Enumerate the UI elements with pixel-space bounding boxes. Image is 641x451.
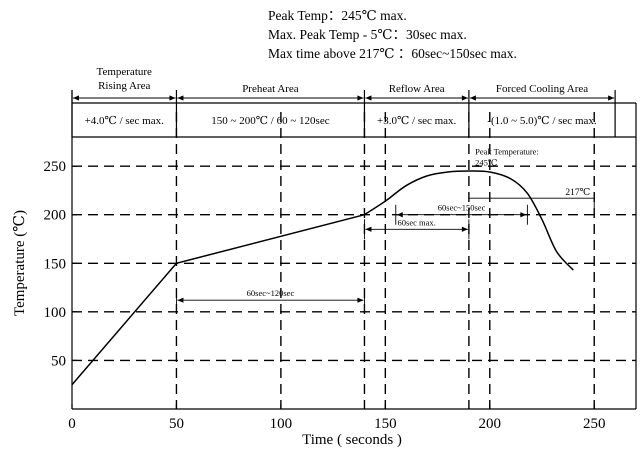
x-tick-label: 150 bbox=[374, 416, 397, 432]
zone-header: Temperature Rising Area +4.0℃ / sec max. Pr… bbox=[71, 66, 636, 137]
header-notes: Peak Temp：245℃ max. Max. Peak Temp - 5℃：… bbox=[268, 8, 517, 61]
grid-lines bbox=[72, 112, 636, 409]
annotation-label: Peak Temperature: bbox=[475, 146, 539, 156]
zone-name: Preheat Area bbox=[242, 83, 299, 95]
y-tick-label: 50 bbox=[51, 353, 66, 369]
arrow-head bbox=[73, 95, 79, 101]
y-tick-label: 250 bbox=[44, 159, 67, 175]
arrow-head bbox=[608, 95, 615, 101]
x-tick-label: 0 bbox=[68, 416, 76, 432]
arrow-head bbox=[365, 226, 372, 232]
span-label: 60sec~150sec bbox=[438, 203, 486, 213]
arrow-head bbox=[469, 95, 476, 101]
header-note: Max. Peak Temp - 5℃：30sec max. bbox=[268, 27, 467, 42]
header-note: Peak Temp：245℃ max. bbox=[268, 8, 407, 23]
zone-rate: 150 ~ 200℃ / 60 ~ 120sec bbox=[211, 115, 329, 127]
arrow-head bbox=[169, 95, 176, 101]
x-tick-label: 100 bbox=[270, 416, 293, 432]
zone-name: Reflow Area bbox=[389, 83, 445, 95]
zone-rate: +3.0℃ / sec max. bbox=[377, 115, 457, 127]
x-tick-label: 250 bbox=[583, 416, 606, 432]
zone-name: Temperature bbox=[97, 66, 153, 78]
temperature-profile-line bbox=[71, 170, 574, 386]
y-tick-label: 150 bbox=[44, 256, 67, 272]
x-tick-label: 50 bbox=[169, 416, 184, 432]
x-tick-label: 200 bbox=[479, 416, 502, 432]
zone-name: Rising Area bbox=[98, 80, 150, 92]
span-label: 60sec~120sec bbox=[247, 288, 295, 298]
x-axis-label: Time ( seconds ) bbox=[302, 432, 402, 448]
annotations: 60sec~120sec 60sec max.60sec~150sec 217℃ Pe… bbox=[175, 146, 595, 311]
y-tick-label: 100 bbox=[44, 305, 67, 321]
zone-rate: -(1.0 ~ 5.0)℃ / sec max. bbox=[487, 115, 597, 127]
series-group bbox=[71, 170, 574, 386]
y-axis-label: Temperature (℃) bbox=[12, 210, 28, 316]
arrow-head bbox=[177, 95, 184, 101]
zone-rate: +4.0℃ / sec max. bbox=[85, 115, 165, 127]
arrow-head bbox=[461, 95, 468, 101]
arrow-head bbox=[357, 95, 364, 101]
arrow-head bbox=[357, 297, 364, 303]
annotation-label: 245℃ bbox=[475, 157, 497, 167]
arrow-head bbox=[365, 95, 372, 101]
level-label: 217℃ bbox=[565, 188, 590, 198]
y-tick-label: 200 bbox=[44, 208, 67, 224]
span-label: 60sec max. bbox=[398, 217, 436, 227]
axes: 0 50 100 150 200 250 50 100 150 200 250 bbox=[44, 90, 637, 432]
arrow-head bbox=[396, 212, 403, 218]
header-note: Max time above 217℃ ：60sec~150sec max. bbox=[268, 46, 517, 61]
arrow-head bbox=[520, 212, 527, 218]
arrow-head bbox=[461, 226, 468, 232]
arrow-head bbox=[177, 297, 184, 303]
zone-name: Forced Cooling Area bbox=[496, 83, 588, 95]
